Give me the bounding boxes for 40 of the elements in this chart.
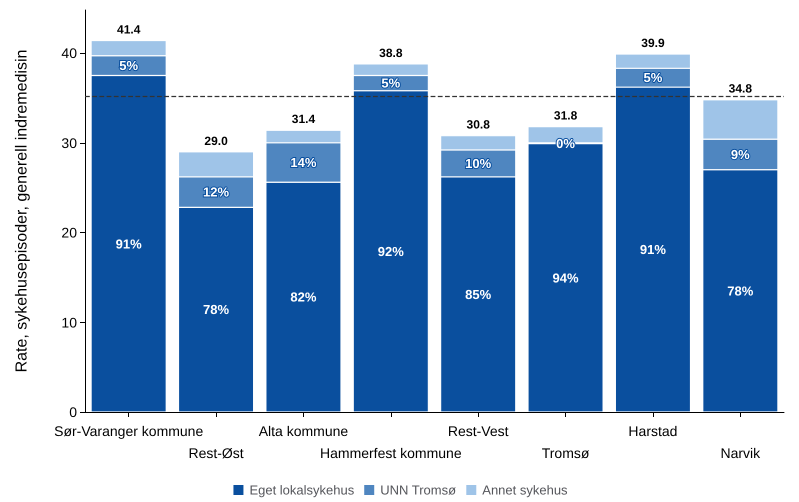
annotation: 5% <box>644 70 663 86</box>
total-label: 34.8 <box>728 82 752 96</box>
total-label: 31.8 <box>554 108 578 123</box>
y-tick-label: 0 <box>69 404 78 420</box>
annotation: 85% <box>465 286 492 302</box>
annotation: 12% <box>203 184 230 200</box>
legend-label: Eget lokalsykehus <box>249 482 355 498</box>
total-label: 30.8 <box>466 118 490 132</box>
annotation: 94% <box>552 270 580 286</box>
x-tick-label: Rest-Øst <box>188 445 244 461</box>
annotation: 5% <box>381 76 401 91</box>
x-tick-label: Hammerfest kommune <box>320 445 462 461</box>
annotation: 91% <box>640 242 666 258</box>
annotation: 9% <box>730 146 750 162</box>
legend-label: UNN Tromsø <box>380 482 456 498</box>
total-label: 39.9 <box>641 36 665 50</box>
total-label: 41.4 <box>117 22 141 37</box>
annotation: 10% <box>465 156 492 171</box>
legend-label: Annet sykehus <box>482 482 568 498</box>
x-tick-label: Harstad <box>628 423 678 439</box>
annotation: 14% <box>290 155 317 170</box>
annotation: 78% <box>203 302 230 318</box>
x-tick-label: Narvik <box>720 445 762 461</box>
total-label: 29.0 <box>204 134 228 148</box>
y-tick-label: 30 <box>61 134 78 151</box>
x-tick-label: Alta kommune <box>258 423 348 439</box>
annotation: 82% <box>290 290 317 305</box>
x-tick-label: Sør-Varanger kommune <box>54 423 204 439</box>
y-tick-label: 10 <box>61 314 78 330</box>
x-tick-label: Rest-Vest <box>448 423 509 439</box>
y-axis-title: Rate, sykehusepisoder, generell indremedisin <box>14 50 30 372</box>
annotation: 91% <box>116 236 142 252</box>
y-tick-label: 20 <box>61 224 78 241</box>
annotation: 5% <box>119 58 139 74</box>
total-label: 31.4 <box>292 112 316 126</box>
x-tick-label: Tromsø <box>542 445 590 461</box>
annotation: 78% <box>727 283 754 298</box>
total-label: 38.8 <box>379 46 403 60</box>
annotation: 92% <box>378 244 404 259</box>
y-tick-label: 40 <box>61 45 78 62</box>
